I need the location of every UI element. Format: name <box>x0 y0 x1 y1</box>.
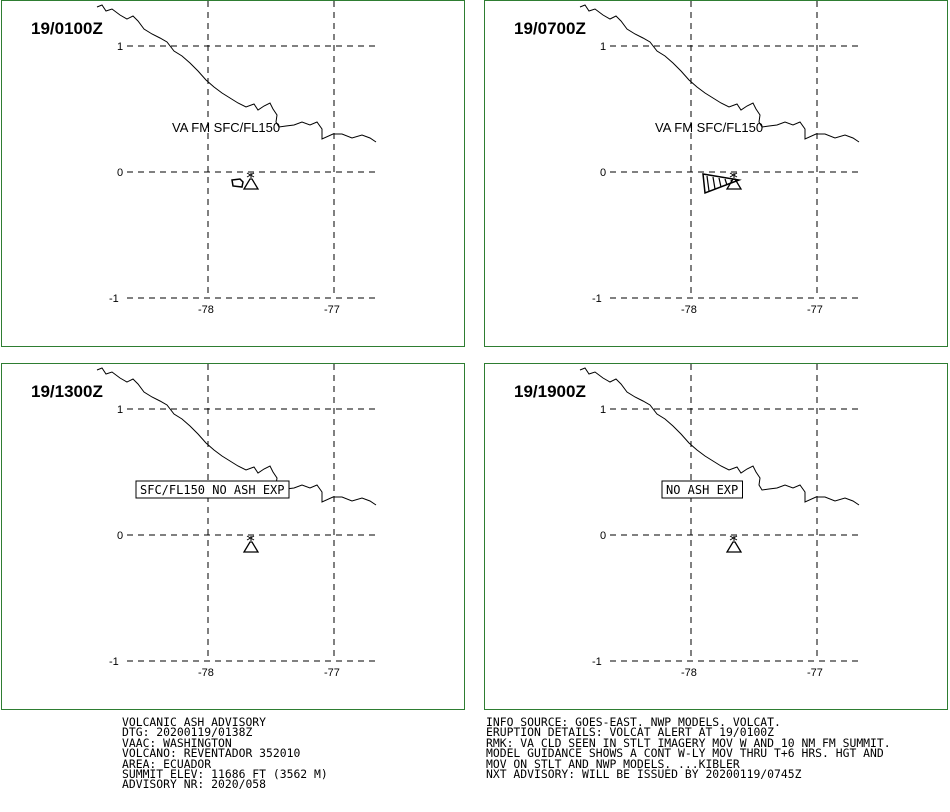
forecast-label: SFC/FL150 NO ASH EXP <box>140 483 285 497</box>
map-panel: 19/1300Z -78 -77 1 0 -1 SFC/FL150 NO ASH EXP <box>1 363 465 710</box>
forecast-label-box <box>661 480 743 499</box>
latitude-label: 1 <box>117 41 123 53</box>
advisory-line: SUMMIT ELEV: 11686 FT (3562 M) <box>122 767 328 782</box>
advisory-line: VOLCANO: REVENTADOR 352010 <box>122 746 301 761</box>
volcano-icon <box>242 172 260 190</box>
map-canvas: -78 -77 1 0 -1 VA FM SFC/FL150 <box>579 1 861 316</box>
latitude-label: 1 <box>600 41 606 53</box>
coastline <box>579 4 860 143</box>
longitude-label: -77 <box>807 667 823 679</box>
volcano-icon <box>242 535 260 553</box>
coastline <box>579 367 860 506</box>
longitude-label: -78 <box>198 667 214 679</box>
longitude-label: -78 <box>681 304 697 316</box>
forecast-label: VA FM SFC/FL150 <box>172 120 280 135</box>
latitude-label: 0 <box>117 167 123 179</box>
forecast-label: VA FM SFC/FL150 <box>655 120 763 135</box>
map-panel: 19/0100Z -78 -77 1 0 -1 VA FM SFC/FL150 <box>1 0 465 347</box>
advisory-line: MODEL GUIDANCE SHOWS A CONT W-LY MOV THR… <box>486 746 884 761</box>
advisory-header-text: VOLCANIC ASH ADVISORY DTG: 20200119/0138Z… <box>122 715 328 792</box>
advisory-line: ERUPTION DETAILS: VOLCAT ALERT AT 19/010… <box>486 725 775 740</box>
longitude-label: -78 <box>198 304 214 316</box>
map-canvas: -78 -77 1 0 -1 VA FM SFC/FL150 <box>96 1 378 316</box>
valid-time-label: 19/0700Z <box>514 19 586 38</box>
map-panel: 19/1900Z -78 -77 1 0 -1 NO ASH EXP <box>484 363 948 710</box>
advisory-line: RMK: VA CLD SEEN IN STLT IMAGERY MOV W A… <box>486 735 891 750</box>
advisory-line: AREA: ECUADOR <box>122 756 212 771</box>
map-canvas: -78 -77 1 0 -1 SFC/FL150 NO ASH EXP <box>96 364 378 679</box>
latitude-label: -1 <box>109 656 119 668</box>
advisory-line: MOV ON STLT AND NWP MODELS. ...KIBLER <box>486 756 740 771</box>
valid-time-label: 19/0100Z <box>31 19 103 38</box>
longitude-label: -77 <box>807 304 823 316</box>
advisory-remarks-text: INFO SOURCE: GOES-EAST. NWP MODELS. VOLC… <box>486 715 891 782</box>
latitude-label: -1 <box>109 293 119 305</box>
advisory-line: ADVISORY NR: 2020/058 <box>122 777 267 792</box>
map-panel: 19/0700Z -78 -77 1 0 -1 VA FM SFC/FL150 <box>484 0 948 347</box>
latitude-label: -1 <box>592 656 602 668</box>
map-canvas: -78 -77 1 0 -1 NO ASH EXP <box>579 364 861 679</box>
longitude-label: -77 <box>324 304 340 316</box>
valid-time-label: 19/1300Z <box>31 382 103 401</box>
advisory-line: NXT ADVISORY: WILL BE ISSUED BY 20200119… <box>486 767 802 782</box>
volcano-icon <box>725 172 743 190</box>
ash-cloud-area <box>231 178 244 188</box>
latitude-label: -1 <box>592 293 602 305</box>
volcano-icon <box>725 535 743 553</box>
longitude-label: -78 <box>681 667 697 679</box>
forecast-label-box <box>135 480 290 499</box>
ash-cloud-area <box>702 173 742 195</box>
valid-time-label: 19/1900Z <box>514 382 586 401</box>
latitude-label: 0 <box>600 530 606 542</box>
latitude-label: 0 <box>600 167 606 179</box>
advisory-line: VAAC: WASHINGTON <box>122 735 232 750</box>
latitude-label: 1 <box>600 404 606 416</box>
longitude-label: -77 <box>324 667 340 679</box>
advisory-line: DTG: 20200119/0138Z <box>122 725 253 740</box>
forecast-label: NO ASH EXP <box>666 483 738 497</box>
advisory-line: INFO SOURCE: GOES-EAST. NWP MODELS. VOLC… <box>486 715 781 729</box>
coastline <box>96 367 377 506</box>
advisory-line: VOLCANIC ASH ADVISORY <box>122 715 267 729</box>
latitude-label: 0 <box>117 530 123 542</box>
latitude-label: 1 <box>117 404 123 416</box>
coastline <box>96 4 377 143</box>
